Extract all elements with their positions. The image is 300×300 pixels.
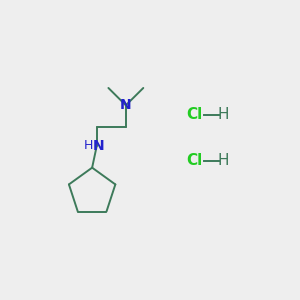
Text: Cl: Cl (186, 153, 203, 168)
Text: H: H (218, 153, 229, 168)
Text: Cl: Cl (186, 107, 203, 122)
Text: N: N (92, 139, 104, 153)
Text: H: H (218, 107, 229, 122)
Text: N: N (120, 98, 132, 112)
Text: H: H (83, 139, 93, 152)
